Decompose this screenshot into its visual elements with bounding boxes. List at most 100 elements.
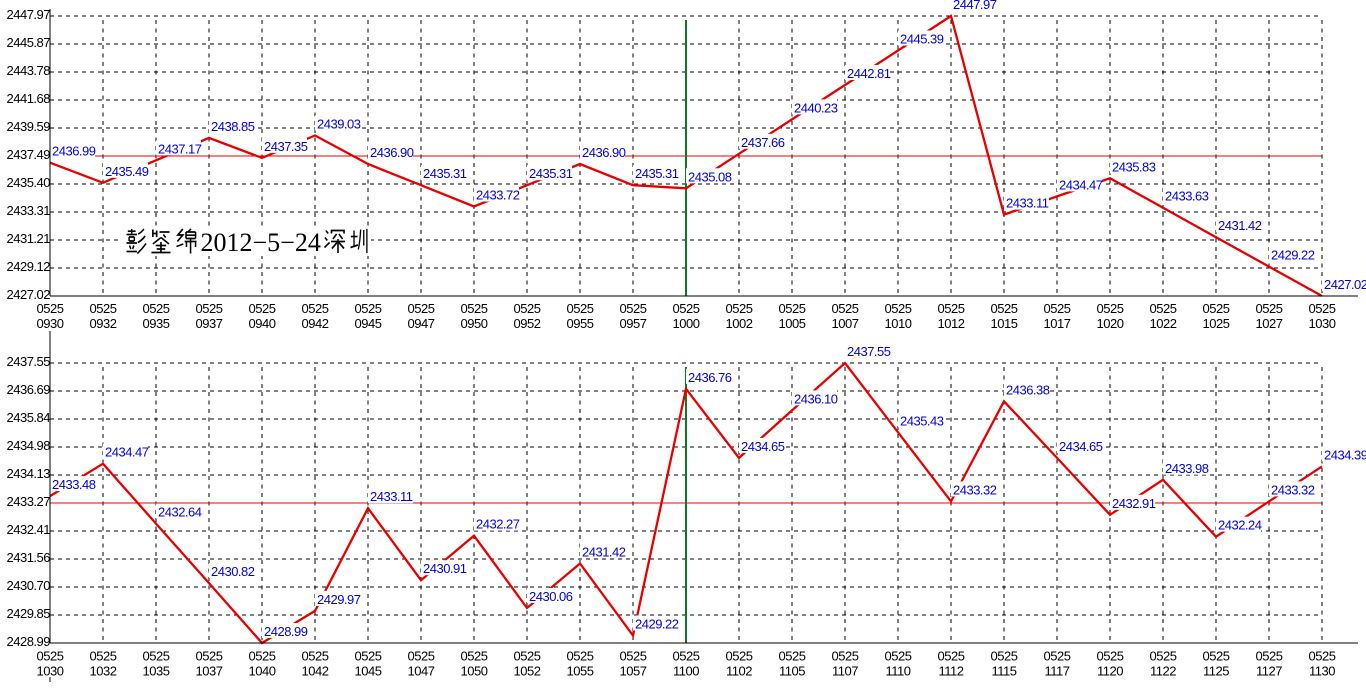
svg-text:1052: 1052 [514,664,541,679]
svg-text:0525: 0525 [673,301,700,316]
svg-text:2434.39: 2434.39 [1324,447,1366,462]
svg-text:0525: 0525 [514,649,541,664]
svg-text:0525: 0525 [726,301,753,316]
svg-text:2447.97: 2447.97 [7,7,51,22]
svg-text:0525: 0525 [302,301,329,316]
svg-text:2433.11: 2433.11 [1006,196,1049,211]
svg-text:2434.65: 2434.65 [1059,439,1103,454]
svg-text:2436.90: 2436.90 [582,145,626,160]
svg-text:1115: 1115 [992,664,1017,679]
svg-text:0947: 0947 [408,316,435,331]
svg-text:2427.02: 2427.02 [1324,277,1366,292]
svg-text:1042: 1042 [302,664,329,679]
svg-text:1100: 1100 [673,664,699,679]
svg-text:2436.76: 2436.76 [688,370,732,385]
svg-text:2429.97: 2429.97 [317,592,361,607]
svg-text:1015: 1015 [991,316,1018,331]
svg-text:0525: 0525 [991,649,1018,664]
svg-text:2430.70: 2430.70 [7,578,51,593]
svg-text:0525: 0525 [779,649,806,664]
svg-text:2434.47: 2434.47 [105,445,149,460]
svg-text:0525: 0525 [1203,301,1230,316]
svg-text:2431.21: 2431.21 [7,231,51,246]
svg-text:2447.97: 2447.97 [953,0,997,12]
svg-text:1032: 1032 [90,664,117,679]
svg-text:2439.03: 2439.03 [317,117,361,132]
svg-text:0525: 0525 [1150,301,1177,316]
svg-text:0525: 0525 [1256,301,1283,316]
svg-text:1127: 1127 [1256,664,1282,679]
svg-text:1022: 1022 [1150,316,1177,331]
svg-text:2434.47: 2434.47 [1059,177,1103,192]
svg-text:2437.55: 2437.55 [7,354,51,369]
svg-text:0525: 0525 [1309,649,1336,664]
svg-text:0525: 0525 [461,649,488,664]
svg-text:2437.17: 2437.17 [158,141,202,156]
svg-text:0525: 0525 [143,649,170,664]
svg-text:0525: 0525 [832,649,859,664]
svg-text:0525: 0525 [249,649,276,664]
svg-text:1120: 1120 [1097,664,1123,679]
svg-text:0525: 0525 [90,301,117,316]
svg-text:2433.63: 2433.63 [1165,189,1209,204]
svg-text:2428.99: 2428.99 [7,634,51,649]
svg-text:1125: 1125 [1203,664,1229,679]
svg-text:1030: 1030 [1309,316,1336,331]
svg-text:2436.38: 2436.38 [1006,382,1050,397]
svg-text:1102: 1102 [726,664,752,679]
svg-text:0525: 0525 [461,301,488,316]
svg-text:2437.66: 2437.66 [741,135,785,150]
svg-text:0940: 0940 [249,316,276,331]
svg-text:2442.81: 2442.81 [847,66,891,81]
svg-text:0952: 0952 [514,316,541,331]
svg-text:2433.27: 2433.27 [7,494,51,509]
svg-text:0525: 0525 [779,301,806,316]
svg-text:2433.11: 2433.11 [370,489,413,504]
svg-text:0525: 0525 [1044,649,1071,664]
svg-text:0525: 0525 [938,301,965,316]
svg-text:1037: 1037 [196,664,223,679]
svg-text:2437.55: 2437.55 [847,344,891,359]
svg-text:2436.69: 2436.69 [7,382,51,397]
svg-text:0950: 0950 [461,316,488,331]
svg-text:2012−5−24: 2012−5−24 [201,228,321,257]
svg-text:1027: 1027 [1256,316,1283,331]
svg-text:1007: 1007 [832,316,859,331]
svg-text:2430.06: 2430.06 [529,589,573,604]
svg-text:2441.68: 2441.68 [7,91,51,106]
svg-text:0525: 0525 [567,301,594,316]
svg-text:1112: 1112 [939,664,964,679]
svg-text:1000: 1000 [673,316,700,331]
svg-text:2433.72: 2433.72 [476,188,520,203]
svg-text:1005: 1005 [779,316,806,331]
svg-text:2428.99: 2428.99 [264,624,308,639]
svg-text:0525: 0525 [143,301,170,316]
svg-text:2431.42: 2431.42 [582,545,626,560]
svg-text:0525: 0525 [673,649,700,664]
svg-text:2434.98: 2434.98 [7,438,51,453]
svg-text:2436.99: 2436.99 [52,144,96,159]
svg-text:0525: 0525 [1203,649,1230,664]
svg-text:0525: 0525 [1097,649,1124,664]
svg-text:0525: 0525 [1309,301,1336,316]
svg-text:0525: 0525 [1097,301,1124,316]
svg-text:2434.13: 2434.13 [7,466,51,481]
svg-text:2437.35: 2437.35 [264,139,308,154]
svg-text:2429.12: 2429.12 [7,259,51,274]
svg-text:0525: 0525 [567,649,594,664]
svg-text:1122: 1122 [1150,664,1176,679]
svg-text:0525: 0525 [726,649,753,664]
svg-text:2433.48: 2433.48 [52,477,96,492]
svg-text:1130: 1130 [1309,664,1335,679]
svg-text:0525: 0525 [885,301,912,316]
svg-text:0525: 0525 [302,649,329,664]
svg-text:2431.56: 2431.56 [7,550,51,565]
svg-text:2432.24: 2432.24 [1218,518,1262,533]
svg-text:2430.91: 2430.91 [423,561,467,576]
svg-text:0935: 0935 [143,316,170,331]
svg-text:2435.08: 2435.08 [688,169,732,184]
svg-text:2438.85: 2438.85 [211,119,255,134]
svg-text:2445.87: 2445.87 [7,35,51,50]
svg-text:2435.31: 2435.31 [423,166,467,181]
svg-text:0525: 0525 [514,301,541,316]
